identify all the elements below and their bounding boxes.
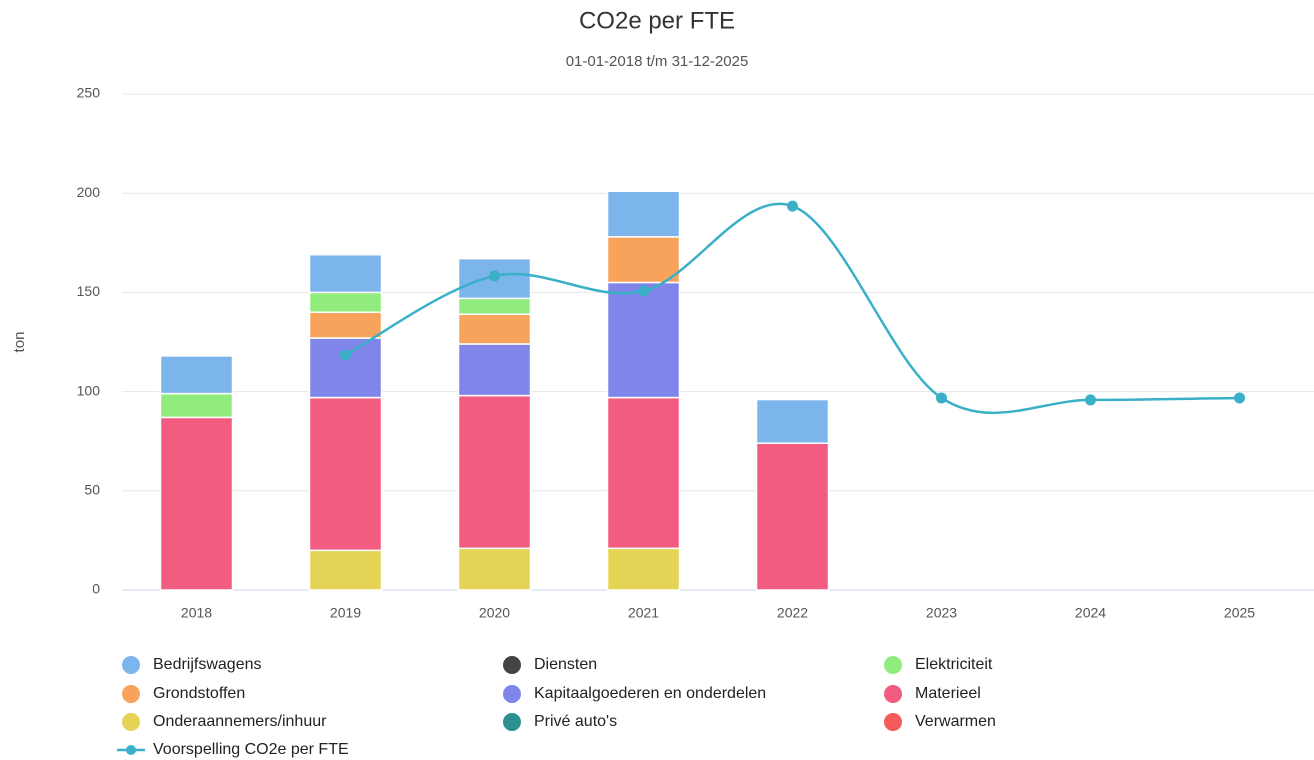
bar-segment: [159, 416, 234, 591]
legend-marker: [503, 685, 521, 703]
y-axis-label: ton: [11, 332, 28, 353]
chart-subtitle: 01-01-2018 t/m 31-12-2025: [566, 53, 749, 70]
x-tick-label: 2021: [628, 605, 659, 621]
y-tick-label: 100: [77, 382, 101, 398]
legend-label: Onderaannemers/inhuur: [153, 713, 327, 730]
legend-marker: [503, 713, 521, 731]
line-point: [489, 270, 500, 282]
legend-label: Kapitaalgoederen en onderdelen: [534, 685, 766, 702]
bar-segment: [308, 549, 383, 591]
bar-segment: [457, 313, 532, 345]
bar-segment: [606, 396, 681, 550]
bar-segment: [308, 311, 383, 339]
chart-title: CO2e per FTE: [579, 7, 735, 34]
x-tick-label: 2018: [181, 605, 212, 621]
bar-segment: [457, 547, 532, 591]
y-tick-label: 50: [84, 482, 100, 498]
legend-label: Diensten: [534, 656, 597, 673]
bar-segment: [308, 337, 383, 399]
legend-label: Materieel: [915, 685, 981, 702]
bar-segment: [159, 392, 234, 419]
legend-label: Privé auto's: [534, 713, 617, 730]
bar-segment: [606, 281, 681, 399]
legend-label: Verwarmen: [915, 713, 996, 730]
bar-segment: [457, 394, 532, 550]
bar-segment: [457, 297, 532, 315]
legend-marker: [122, 685, 140, 703]
bar-segment: [457, 343, 532, 397]
bar-segment: [308, 396, 383, 552]
line-point: [340, 349, 351, 361]
line-point: [1085, 394, 1096, 406]
bar-segment: [606, 547, 681, 591]
legend-label: Elektriciteit: [915, 656, 993, 673]
x-tick-label: 2023: [926, 605, 957, 621]
x-tick-label: 2024: [1075, 605, 1106, 621]
line-point: [1234, 392, 1245, 404]
y-tick-label: 250: [77, 85, 101, 101]
bar-segment: [308, 253, 383, 294]
bar-segment: [755, 442, 830, 591]
legend-label: Grondstoffen: [153, 685, 245, 702]
bar-segment: [308, 291, 383, 313]
legend-marker: [122, 713, 140, 731]
x-tick-label: 2025: [1224, 605, 1255, 621]
x-tick-label: 2020: [479, 605, 510, 621]
line-point: [936, 392, 947, 404]
bar-segment: [606, 236, 681, 284]
legend-marker: [884, 656, 902, 674]
legend-marker: [126, 745, 136, 755]
bar-segment: [755, 398, 830, 444]
legend-marker: [503, 656, 521, 674]
bar-segment: [159, 355, 234, 395]
legend-label: Bedrijfswagens: [153, 656, 262, 673]
legend-marker: [884, 685, 902, 703]
y-tick-label: 0: [92, 581, 100, 597]
line-point: [787, 200, 798, 212]
legend-label: Voorspelling CO2e per FTE: [153, 741, 349, 758]
x-tick-label: 2022: [777, 605, 808, 621]
y-tick-label: 150: [77, 283, 101, 299]
line-point: [638, 285, 649, 297]
x-tick-label: 2019: [330, 605, 361, 621]
legend-marker: [884, 713, 902, 731]
y-tick-label: 200: [77, 184, 101, 200]
legend-marker: [122, 656, 140, 674]
bar-segment: [606, 190, 681, 238]
